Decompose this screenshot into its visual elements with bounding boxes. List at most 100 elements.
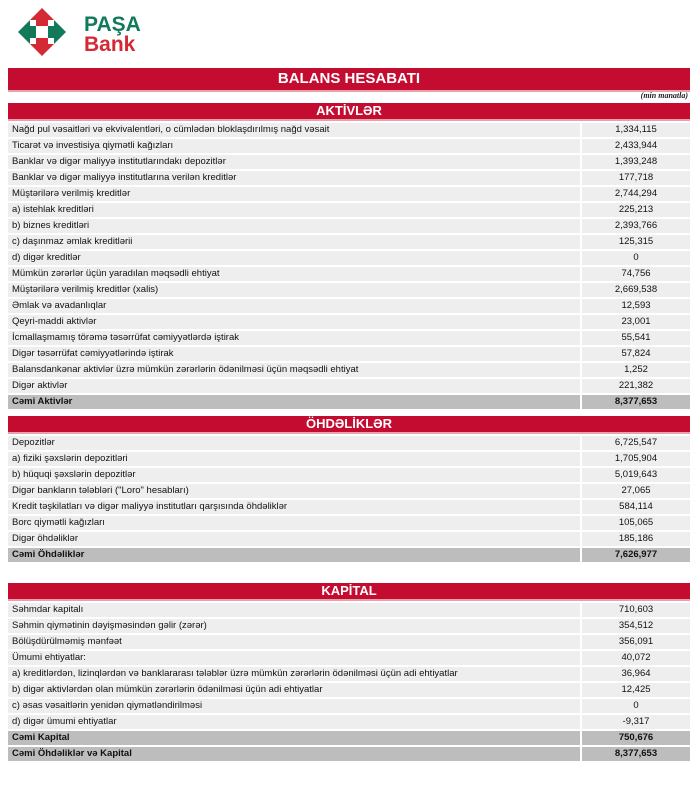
row-label: Kredit təşkilatları və digər maliyyə ins… [8,500,580,514]
row-value: 57,824 [582,347,690,361]
section-liabilities: ÖHDƏLİKLƏR Depozitlər 6,725,547 a) fiziki … [8,416,690,564]
row-value: 7,626,977 [582,548,690,562]
row-value: 354,512 [582,619,690,633]
row-label: c) daşınmaz əmlak kreditlərii [8,235,580,249]
table-row: b) biznes kreditləri 2,393,766 [8,219,690,233]
table-row: Bölüşdürülməmiş mənfəət 356,091 [8,635,690,649]
table-row: a) fiziki şəxslərin depozitləri 1,705,904 [8,452,690,466]
unit-label: (min manatla) [640,91,688,100]
row-value: 1,705,904 [582,452,690,466]
table-row: Balansdankənar aktivlər üzrə mümkün zərə… [8,363,690,377]
row-value: 710,603 [582,603,690,617]
row-label: Müştərilərə verilmiş kreditlər [8,187,580,201]
row-label: Səhmin qiymətinin dəyişməsindən gəlir (z… [8,619,580,633]
row-value: 2,433,944 [582,139,690,153]
row-label: b) hüquqi şəxslərin depozitlər [8,468,580,482]
row-label: Bölüşdürülməmiş mənfəət [8,635,580,649]
row-value: 40,072 [582,651,690,665]
row-value: 185,186 [582,532,690,546]
table-row: Borc qiymətli kağızları 105,065 [8,516,690,530]
section-title: AKTİVLƏR [8,103,690,121]
row-value: 27,065 [582,484,690,498]
table-row: d) digər ümumi ehtiyatlar -9,317 [8,715,690,729]
logo-line-2: Bank [84,33,136,56]
table-row: Banklar və digər maliyyə institutlarına … [8,171,690,185]
row-value: -9,317 [582,715,690,729]
row-value: 12,425 [582,683,690,697]
table-row: Səhmdar kapitalı 710,603 [8,603,690,617]
table-row: b) hüquqi şəxslərin depozitlər 5,019,643 [8,468,690,482]
section-assets: AKTİVLƏR Nağd pul vəsaitləri və ekvivale… [8,103,690,411]
row-value: 8,377,653 [582,395,690,409]
row-label: c) əsas vəsaitlərin yenidən qiymətləndir… [8,699,580,713]
table-row: Ümumi ehtiyatlar: 40,072 [8,651,690,665]
row-label: Müştərilərə verilmiş kreditlər (xalis) [8,283,580,297]
row-label: İcmallaşmamış törəmə təsərrüfat cəmiyyət… [8,331,580,345]
row-value: 1,334,115 [582,123,690,137]
table-row: Banklar və digər maliyyə institutlarında… [8,155,690,169]
table-row: c) əsas vəsaitlərin yenidən qiymətləndir… [8,699,690,713]
row-label: d) digər ümumi ehtiyatlar [8,715,580,729]
table-row: Qeyri-maddi aktivlər 23,001 [8,315,690,329]
row-value: 105,065 [582,516,690,530]
row-label: Digər öhdəliklər [8,532,580,546]
row-label: Cəmi Aktivlər [8,395,580,409]
row-value: 2,744,294 [582,187,690,201]
row-label: b) biznes kreditləri [8,219,580,233]
row-value: 1,393,248 [582,155,690,169]
table-row: d) digər kreditlər 0 [8,251,690,265]
row-label: Cəmi Öhdəliklər [8,548,580,562]
table-row: Ticarət və investisiya qiymətli kağızlar… [8,139,690,153]
table-row: Müştərilərə verilmiş kreditlər (xalis) 2,… [8,283,690,297]
row-label: Qeyri-maddi aktivlər [8,315,580,329]
section-capital: KAPİTAL Səhmdar kapitalı 710,603 Səhmin qiy… [8,583,690,763]
row-value: 2,393,766 [582,219,690,233]
total-row: Cəmi Öhdəliklər və Kapital 8,377,653 [8,747,690,761]
logo-text: PAŞA Bank [84,13,141,56]
row-label: Səhmdar kapitalı [8,603,580,617]
row-label: Balansdankənar aktivlər üzrə mümkün zərə… [8,363,580,377]
row-label: Banklar və digər maliyyə institutlarına … [8,171,580,185]
table-row: Müştərilərə verilmiş kreditlər 2,744,294 [8,187,690,201]
row-value: 1,252 [582,363,690,377]
row-label: Depozitlər [8,436,580,450]
section-title: ÖHDƏLİKLƏR [8,416,690,434]
table-row: Nağd pul vəsaitləri və ekvivalentləri, o… [8,123,690,137]
total-row: Cəmi Kapital 750,676 [8,731,690,745]
table-row: b) digər aktivlərdən olan mümkün zərərlə… [8,683,690,697]
row-label: Digər aktivlər [8,379,580,393]
row-label: Mümkün zərərlər üçün yaradılan məqsədli … [8,267,580,281]
row-value: 0 [582,699,690,713]
table-row: Kredit təşkilatları və digər maliyyə ins… [8,500,690,514]
row-value: 750,676 [582,731,690,745]
table-row: c) daşınmaz əmlak kreditlərii 125,315 [8,235,690,249]
row-value: 0 [582,251,690,265]
table-row: İcmallaşmamış törəmə təsərrüfat cəmiyyət… [8,331,690,345]
row-label: Cəmi Öhdəliklər və Kapital [8,747,580,761]
row-label: Əmlak və avadanlıqlar [8,299,580,313]
table-row: Əmlak və avadanlıqlar 12,593 [8,299,690,313]
table-row: Mümkün zərərlər üçün yaradılan məqsədli … [8,267,690,281]
table-row: a) kreditlərdən, lizinqlərdən və banklar… [8,667,690,681]
row-label: Borc qiymətli kağızları [8,516,580,530]
row-value: 2,669,538 [582,283,690,297]
page-title: BALANS HESABATI [8,68,690,92]
row-label: a) fiziki şəxslərin depozitləri [8,452,580,466]
row-value: 221,382 [582,379,690,393]
row-label: a) kreditlərdən, lizinqlərdən və banklar… [8,667,580,681]
row-value: 23,001 [582,315,690,329]
row-value: 356,091 [582,635,690,649]
row-label: Banklar və digər maliyyə institutlarında… [8,155,580,169]
row-value: 8,377,653 [582,747,690,761]
row-label: d) digər kreditlər [8,251,580,265]
row-label: Cəmi Kapital [8,731,580,745]
row-label: Digər təsərrüfat cəmiyyətlərində iştirak [8,347,580,361]
row-label: Ümumi ehtiyatlar: [8,651,580,665]
table-row: Digər öhdəliklər 185,186 [8,532,690,546]
logo-line-1: PAŞA [84,13,141,36]
row-label: Digər bankların tələbləri ("Loro" hesabl… [8,484,580,498]
row-label: Nağd pul vəsaitləri və ekvivalentləri, o… [8,123,580,137]
row-label: a) istehlak kreditləri [8,203,580,217]
row-value: 6,725,547 [582,436,690,450]
table-row: Digər aktivlər 221,382 [8,379,690,393]
